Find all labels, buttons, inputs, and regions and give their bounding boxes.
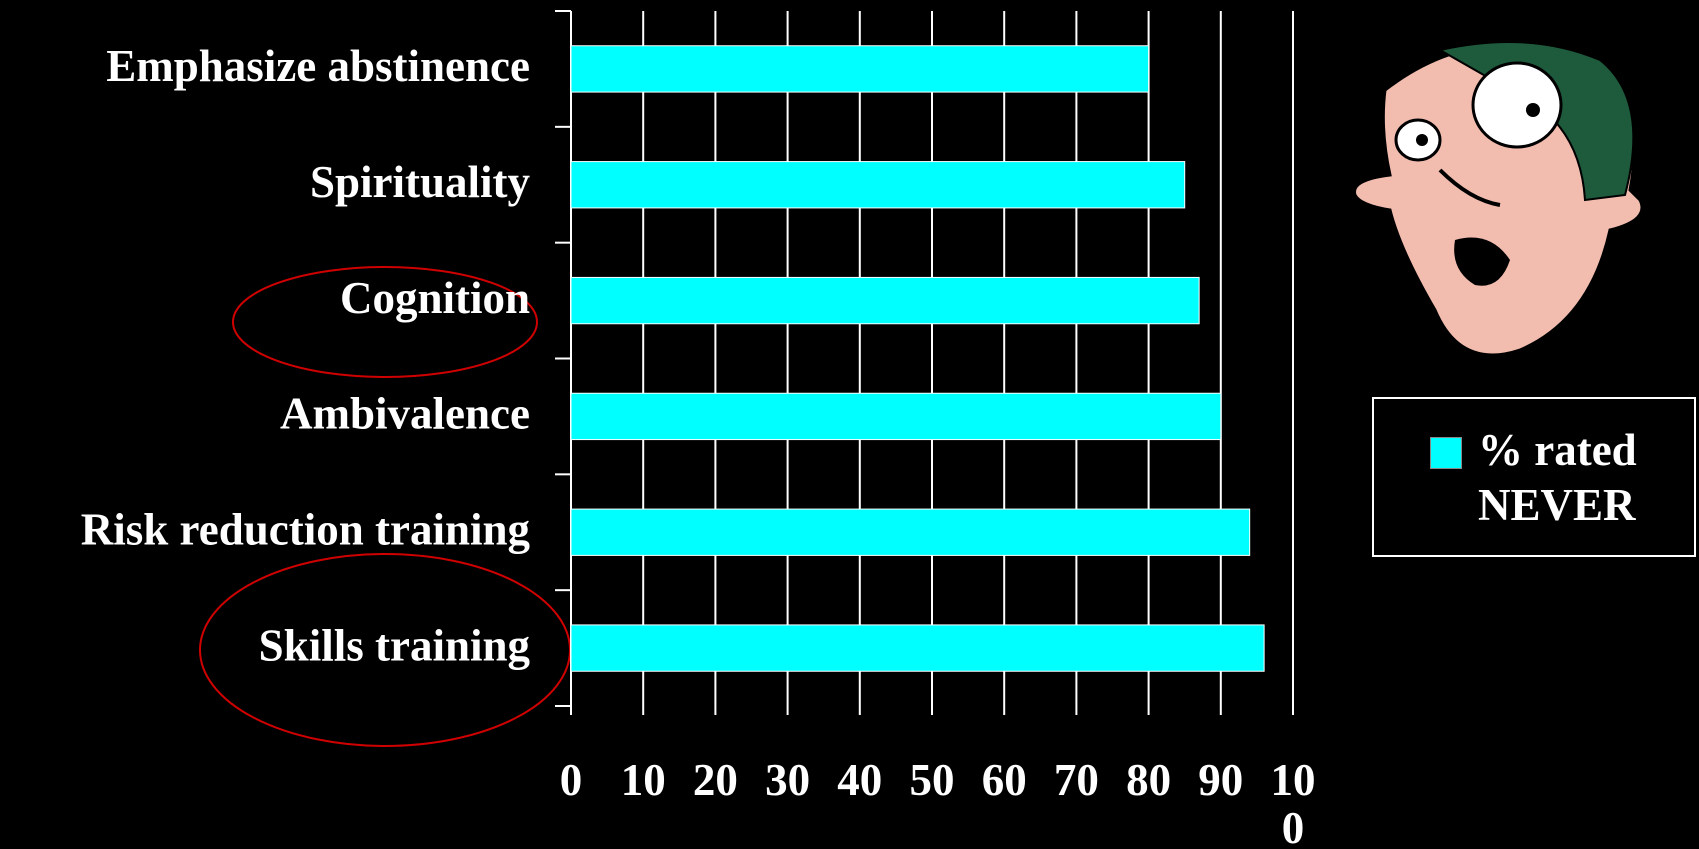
bar [570,45,1150,93]
bar [570,624,1265,672]
bar [570,508,1251,556]
y-tick-label: Risk reduction training [81,505,531,555]
bar [570,392,1222,441]
x-tick-label: 70 [1053,755,1099,805]
x-tick-label: 30 [765,755,811,805]
y-tick-label: Emphasize abstinence [106,41,530,91]
legend-swatch [1430,437,1462,469]
x-tick-label: 90 [1198,755,1244,805]
x-tick-label: 40 [837,755,883,805]
x-tick-label: 50 [909,755,955,805]
legend-label: % rated NEVER [1478,425,1637,530]
y-tick-label: Ambivalence [280,389,530,439]
highlight-ellipse [232,266,538,378]
y-tick-label: Cognition [340,273,530,323]
x-tick-label: 20 [692,755,738,805]
x-tick-label: 100 [1270,755,1316,849]
legend: % rated NEVER [1372,397,1696,557]
x-tick-label: 0 [559,755,583,805]
bar [570,161,1186,209]
cartoon-face [1352,41,1644,357]
y-tick-label: Skills training [259,620,531,670]
y-tick-label: Spirituality [310,157,531,207]
x-tick-label: 60 [981,755,1027,805]
x-tick-label: 80 [1126,755,1172,805]
bar [570,276,1200,325]
x-tick-label: 10 [620,755,666,805]
